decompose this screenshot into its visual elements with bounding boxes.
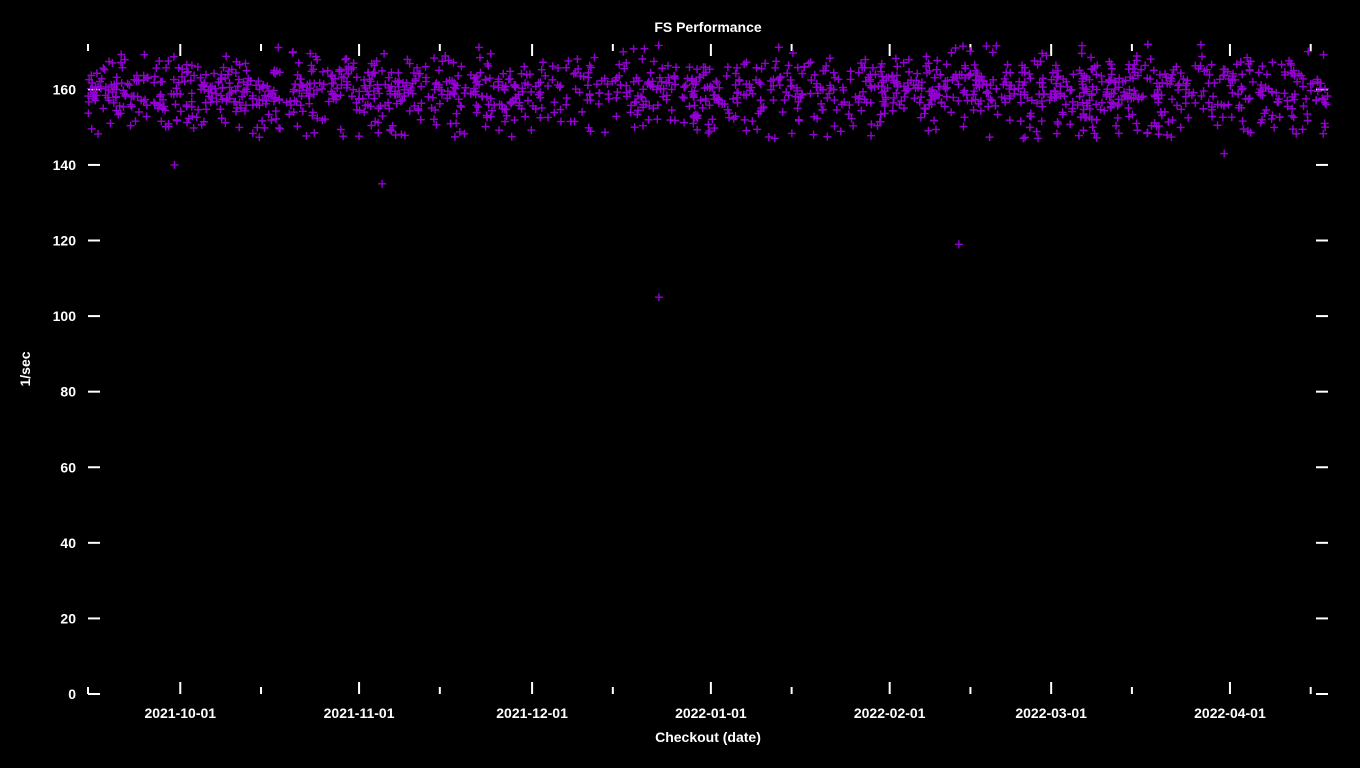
y-tick-label: 120 [53, 233, 77, 249]
y-axis-label: 1/sec [17, 351, 33, 386]
fs-performance-chart: FS Performance 0 20 40 60 80 100 120 140 160 2021-… [0, 0, 1360, 768]
y-tick-label: 60 [60, 459, 76, 475]
x-tick-label: 2021-12-01 [496, 705, 568, 721]
x-axis-label: Checkout (date) [655, 729, 761, 745]
x-tick-label: 2022-03-01 [1015, 705, 1087, 721]
scatter-points [84, 40, 1331, 301]
x-tick-label: 2021-11-01 [324, 705, 395, 721]
y-tick-label: 140 [53, 157, 77, 173]
x-tick-label: 2021-10-01 [144, 705, 216, 721]
y-tick-label: 80 [60, 384, 76, 400]
y-tick-label: 0 [68, 686, 76, 702]
x-tick-label: 2022-01-01 [675, 705, 747, 721]
x-tick-label: 2022-02-01 [854, 705, 926, 721]
y-tick-label: 20 [60, 610, 76, 626]
y-tick-label: 100 [53, 308, 77, 324]
chart-title: FS Performance [654, 19, 762, 35]
x-tick-label: 2022-04-01 [1194, 705, 1266, 721]
y-tick-label: 40 [60, 535, 76, 551]
y-tick-label: 160 [53, 81, 77, 97]
